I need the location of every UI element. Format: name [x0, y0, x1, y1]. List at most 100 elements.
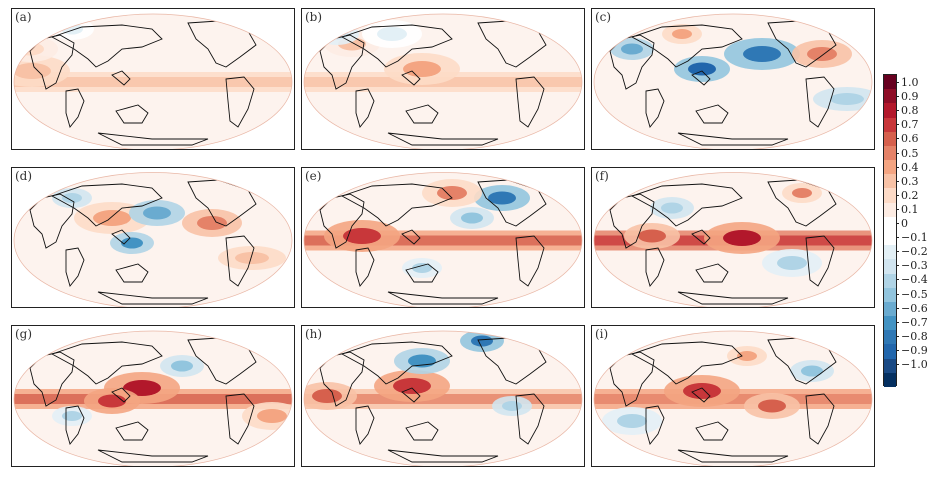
colorbar-tick-label: 0.6: [901, 132, 919, 146]
colorbar-tick: [896, 180, 899, 182]
positive-anomaly-core: [723, 230, 761, 246]
map-outline: [303, 172, 583, 307]
colorbar-segment: [884, 174, 896, 189]
positive-anomaly-core: [98, 394, 126, 408]
positive-anomaly-core: [343, 228, 381, 244]
coastline: [691, 387, 711, 403]
negative-anomaly-core: [412, 263, 432, 273]
coastline: [50, 341, 163, 385]
coastline: [50, 24, 163, 68]
colorbar-segment: [884, 344, 896, 360]
positive-anomaly-core: [638, 229, 666, 243]
map-outline: [13, 13, 293, 149]
colorbar-segment: [884, 245, 896, 260]
coastline: [645, 247, 665, 287]
coastline: [97, 449, 209, 463]
map-svg: [303, 172, 583, 307]
positive-anomaly-core: [792, 188, 812, 198]
colorbar-tick: [896, 251, 899, 253]
map-outline: [593, 172, 873, 307]
colorbar-tick: [896, 223, 899, 224]
map-panel-g: (g): [11, 325, 295, 467]
colorbar-tick-label: 0.1: [901, 202, 919, 216]
map-panel-d: (d): [11, 167, 295, 308]
map-panel-b: (b): [301, 8, 585, 150]
map-outline: [593, 13, 873, 149]
map-svg: [13, 172, 293, 307]
map-svg: [13, 330, 293, 466]
coastline: [340, 183, 453, 227]
coastline: [115, 421, 149, 441]
map-panel-i: (i): [591, 325, 875, 467]
positive-anomaly-core: [807, 47, 837, 61]
map-outline: [593, 330, 873, 466]
coastline: [97, 291, 209, 305]
negative-anomaly-core: [621, 43, 643, 55]
map-panel-a: (a): [11, 8, 295, 150]
negative-anomaly-core: [488, 191, 516, 205]
negative-anomaly-core: [377, 27, 407, 41]
coastline: [677, 449, 789, 463]
coastline: [355, 405, 375, 445]
colorbar-segment: [884, 216, 896, 232]
colorbar-tick-label: −0.1: [901, 231, 928, 245]
positive-anomaly-core: [403, 61, 441, 77]
map-svg: [593, 172, 873, 307]
negative-anomaly-core: [617, 414, 647, 428]
coastline: [111, 70, 131, 86]
positive-anomaly-core: [235, 252, 269, 264]
coastline: [115, 104, 149, 124]
colorbar-tick: [896, 138, 899, 140]
colorbar-tick: [896, 124, 899, 126]
colorbar-tick-label: −0.9: [901, 343, 928, 357]
coastline: [630, 341, 743, 385]
colorbar-segment: [884, 301, 896, 317]
negative-anomaly-core: [62, 193, 82, 203]
coastline: [691, 229, 711, 245]
panel-label: (g): [15, 327, 33, 341]
map-svg: [593, 13, 873, 149]
coastline: [115, 263, 149, 283]
colorbar-segment: [884, 145, 896, 161]
coastline: [111, 229, 131, 245]
colorbar-tick-label: −0.6: [901, 301, 928, 315]
colorbar-tick: [896, 265, 899, 267]
colorbar-tick: [896, 364, 899, 365]
negative-anomaly-core: [143, 206, 171, 220]
panel-label: (i): [595, 327, 609, 341]
negative-anomaly-core: [461, 212, 483, 224]
negative-anomaly-core: [121, 237, 143, 249]
coastline: [805, 76, 835, 128]
colorbar-segment: [884, 231, 896, 246]
colorbar-tick: [896, 307, 899, 309]
coastline: [805, 235, 835, 287]
colorbar-tick-label: 0.4: [901, 160, 919, 174]
coastline: [355, 88, 375, 128]
colorbar-tick: [896, 110, 899, 112]
positive-anomaly-core: [737, 351, 757, 361]
negative-anomaly-core: [688, 62, 716, 76]
map-outline: [303, 330, 583, 466]
colorbar-tick: [896, 152, 899, 154]
coastline: [387, 132, 499, 146]
colorbar-tick: [896, 293, 899, 295]
positive-anomaly-core: [14, 63, 51, 79]
colorbar-segment: [884, 188, 896, 204]
positive-anomaly-core: [257, 409, 287, 423]
positive-anomaly-core: [683, 383, 721, 399]
map-panel-h: (h): [301, 325, 585, 467]
coastline: [355, 247, 375, 287]
colorbar-tick-label: 0.3: [901, 174, 919, 188]
coastline: [97, 132, 209, 146]
negative-anomaly-core: [830, 93, 864, 105]
coastline: [405, 104, 439, 124]
colorbar-segment: [884, 202, 896, 218]
negative-anomaly-core: [471, 335, 493, 347]
positive-anomaly-core: [16, 42, 44, 56]
colorbar: [883, 74, 897, 388]
negative-anomaly-core: [743, 46, 781, 62]
coastline: [630, 183, 743, 227]
panel-label: (f): [595, 169, 609, 183]
colorbar-tick: [896, 82, 899, 83]
positive-anomaly-core: [672, 29, 692, 39]
